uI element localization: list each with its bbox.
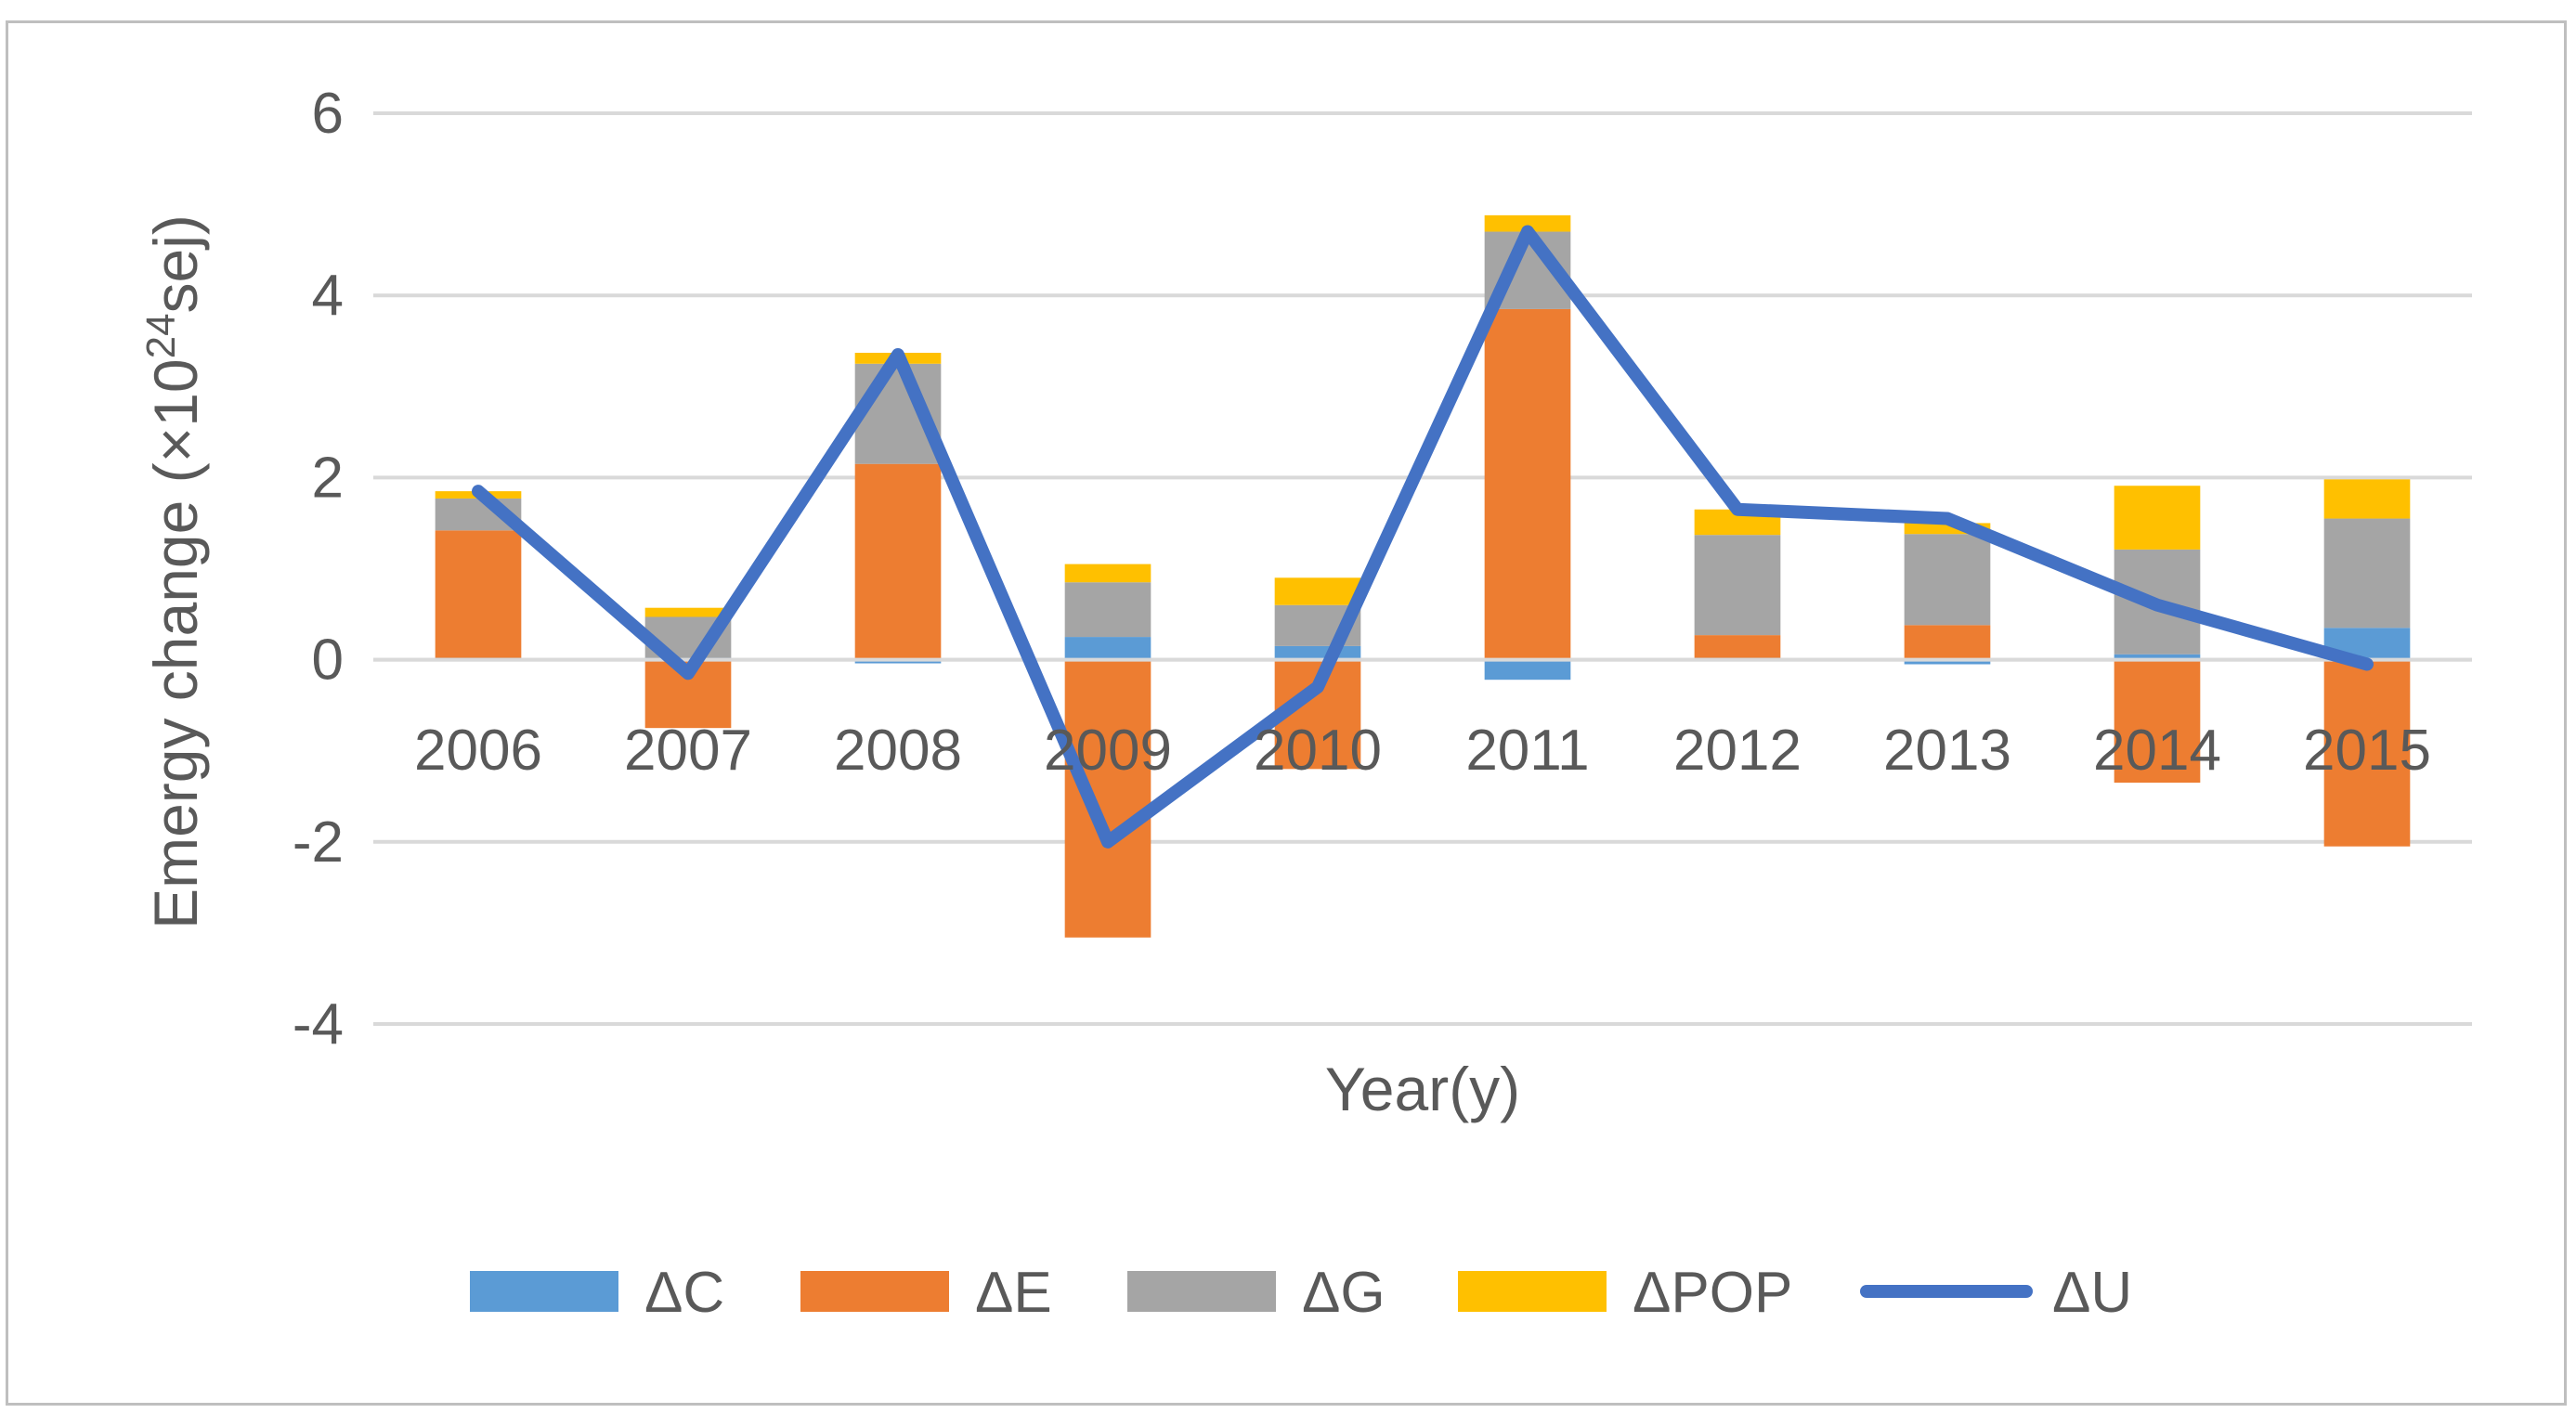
y-tick-labels: 6 4 2 0 -2 -4 <box>293 82 344 1057</box>
y-tick-label: 4 <box>312 264 344 328</box>
x-tick-label: 2007 <box>624 719 752 783</box>
legend: ΔC ΔE ΔG ΔPOP ΔU <box>470 1261 2132 1325</box>
bar-delta-c-2010 <box>1274 645 1361 660</box>
y-tick-label: 6 <box>312 82 344 146</box>
x-tick-label: 2013 <box>1883 719 2011 783</box>
y-tick-label: 2 <box>312 446 344 510</box>
x-tick-label: 2006 <box>414 719 542 783</box>
y-axis-title: Emergy change (×1024sej) <box>138 214 210 929</box>
x-tick-label: 2015 <box>2303 719 2431 783</box>
bar-delta-g-2013 <box>1904 534 1991 626</box>
bar-delta-e-2009 <box>1064 659 1151 938</box>
bar-delta-e-2008 <box>854 463 942 660</box>
bar-delta-c-2014 <box>2114 654 2201 660</box>
bar-delta-e-2013 <box>1904 625 1991 660</box>
legend-swatch-delta-g <box>1127 1271 1276 1312</box>
legend-label-delta-g: ΔG <box>1302 1261 1386 1325</box>
bar-delta-pop-2009 <box>1064 564 1151 583</box>
y-tick-label: -2 <box>293 810 344 875</box>
legend-swatch-delta-pop <box>1458 1271 1607 1312</box>
bar-delta-pop-2013 <box>1904 523 1991 535</box>
bar-delta-c-2009 <box>1064 637 1151 660</box>
gridlines <box>373 111 2472 1026</box>
bar-delta-e-2011 <box>1484 308 1571 660</box>
x-tick-labels: 2006 2007 2008 2009 2010 2011 2012 2013 2014 2015 <box>414 719 2431 783</box>
x-tick-label: 2010 <box>1254 719 1382 783</box>
bar-delta-pop-2014 <box>2114 486 2201 550</box>
x-axis-title: Year(y) <box>1325 1055 1520 1123</box>
bar-delta-pop-2007 <box>644 607 732 617</box>
line-series <box>472 225 2374 849</box>
legend-label-delta-u: ΔU <box>2052 1261 2132 1325</box>
bars <box>373 214 2472 938</box>
bar-delta-pop-2010 <box>1274 577 1361 605</box>
legend-swatch-delta-c <box>470 1271 618 1312</box>
bar-delta-c-2013 <box>1904 659 1991 665</box>
bar-delta-e-2012 <box>1694 635 1781 658</box>
x-tick-label: 2008 <box>834 719 962 783</box>
bar-delta-g-2009 <box>1064 582 1151 638</box>
line-delta-u <box>472 225 2374 849</box>
x-tick-label: 2009 <box>1044 719 1172 783</box>
bar-delta-pop-2011 <box>1484 214 1571 232</box>
y-tick-label: -4 <box>293 992 344 1057</box>
bar-delta-e-2014 <box>2114 659 2201 784</box>
legend-label-delta-pop: ΔPOP <box>1633 1261 1792 1325</box>
x-tick-label: 2011 <box>1465 719 1589 783</box>
bar-delta-pop-2015 <box>2323 479 2411 519</box>
legend-label-delta-c: ΔC <box>644 1261 724 1325</box>
legend-label-delta-e: ΔE <box>975 1261 1052 1325</box>
legend-swatch-delta-e <box>800 1271 949 1312</box>
x-tick-label: 2014 <box>2093 719 2221 783</box>
bar-delta-e-2015 <box>2323 659 2411 847</box>
bar-delta-e-2006 <box>435 530 522 658</box>
y-tick-label: 0 <box>312 629 344 693</box>
x-tick-label: 2012 <box>1673 719 1802 783</box>
bar-delta-g-2012 <box>1694 535 1781 636</box>
bar-delta-g-2015 <box>2323 518 2411 629</box>
bar-delta-c-2011 <box>1484 659 1571 681</box>
